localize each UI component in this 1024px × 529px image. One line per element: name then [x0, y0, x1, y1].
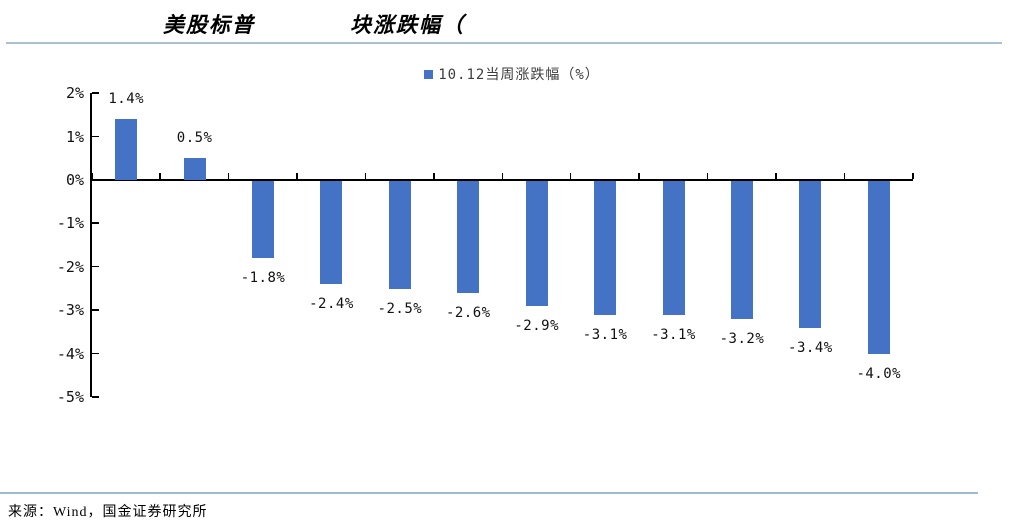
- x-axis-line: [90, 179, 913, 181]
- y-tick-label: 1%: [65, 127, 84, 146]
- bar: [525, 181, 548, 306]
- legend-color-swatch: [424, 69, 434, 79]
- x-tick: [843, 173, 846, 179]
- y-tick-label: -4%: [56, 344, 84, 363]
- bar: [320, 181, 343, 285]
- x-tick: [912, 173, 914, 179]
- bar-value-label: -3.2%: [719, 330, 765, 347]
- x-tick: [706, 173, 709, 179]
- x-tick: [364, 173, 367, 179]
- y-tick: [92, 396, 99, 398]
- figure-title-part1: 美股标普: [163, 12, 255, 37]
- bar: [388, 181, 411, 289]
- y-tick-label: -1%: [56, 214, 84, 233]
- bar-value-label: -1.8%: [240, 270, 286, 287]
- y-tick-label: -5%: [56, 388, 84, 406]
- x-tick: [638, 173, 640, 179]
- y-tick: [92, 92, 99, 94]
- y-tick: [92, 352, 99, 355]
- x-tick: [296, 173, 298, 179]
- bar-value-label: -2.4%: [309, 296, 354, 313]
- y-tick: [92, 135, 99, 138]
- x-tick: [501, 173, 503, 179]
- bar: [799, 181, 822, 328]
- y-tick-label: 2%: [65, 84, 84, 103]
- bar: [662, 181, 685, 315]
- bar: [457, 181, 480, 293]
- x-tick: [227, 173, 230, 179]
- x-tick: [775, 173, 777, 179]
- y-tick-label: -3%: [56, 301, 84, 320]
- legend-label: 10.12当周涨跌幅（%）: [438, 67, 600, 83]
- chart-legend: 10.12当周涨跌幅（%）: [0, 64, 1024, 84]
- y-tick: [92, 222, 99, 224]
- y-axis-line: [90, 93, 92, 397]
- bar-value-label: -2.6%: [445, 304, 491, 321]
- figure-title-part2: 块涨跌幅（: [350, 12, 465, 37]
- bar: [867, 181, 890, 354]
- x-tick: [569, 173, 572, 179]
- top-divider: [6, 42, 1002, 44]
- y-tick-label: 0%: [65, 171, 84, 189]
- x-tick: [433, 173, 435, 179]
- bar-value-label: 0.5%: [176, 130, 213, 147]
- x-tick: [159, 173, 161, 179]
- bar: [252, 181, 275, 259]
- bar-value-label: -2.5%: [377, 300, 423, 317]
- bar: [115, 119, 138, 180]
- bar-value-label: -4.0%: [856, 365, 902, 382]
- bar-value-label: -2.9%: [514, 317, 560, 334]
- bottom-divider: [0, 492, 978, 494]
- bar-value-label: -3.1%: [651, 326, 696, 343]
- y-tick: [92, 309, 99, 311]
- source-note: 来源：Wind，国金证券研究所: [8, 505, 208, 520]
- y-tick: [92, 265, 99, 268]
- bar-value-label: -3.1%: [582, 326, 628, 343]
- bar-value-label: -3.4%: [788, 339, 833, 356]
- y-tick-label: -2%: [56, 257, 84, 276]
- bar: [594, 181, 617, 315]
- bar-value-label: 1.4%: [108, 91, 145, 108]
- bar: [183, 158, 206, 180]
- x-tick: [91, 173, 93, 179]
- bar: [730, 181, 753, 319]
